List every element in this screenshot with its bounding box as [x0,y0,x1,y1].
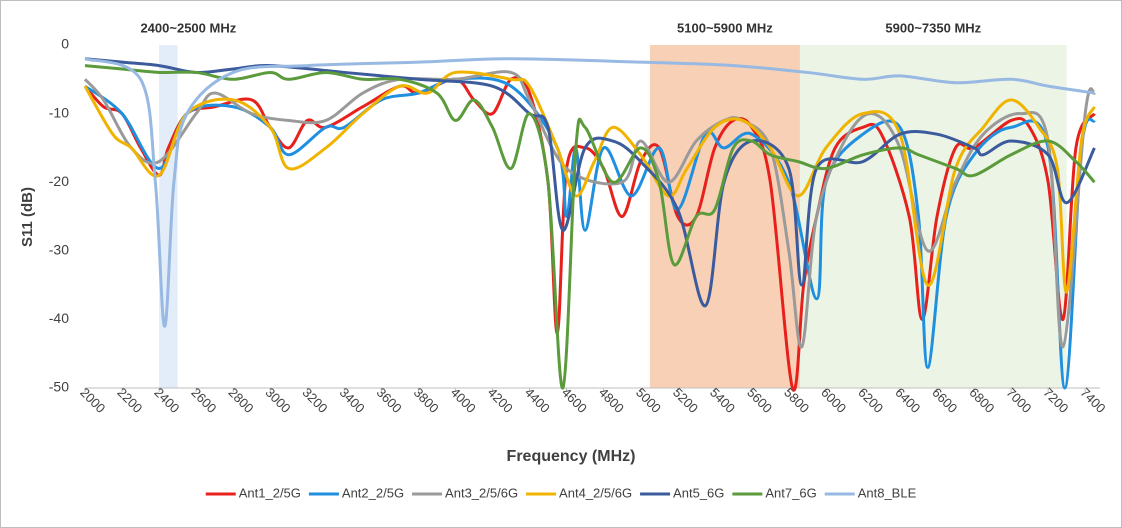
y-tick-label: -10 [49,104,69,120]
legend-item: Ant3_2/5/6G [412,485,518,500]
legend-label: Ant5_6G [673,485,724,500]
band-region [649,45,800,388]
legend-item: Ant1_2/5G [205,485,301,500]
y-tick-label: -50 [49,379,69,395]
y-tick-label: -30 [49,242,69,258]
y-tick-label: 0 [61,36,69,52]
legend-item: Ant4_2/5/6G [526,485,632,500]
legend-item: Ant8_BLE [824,485,917,500]
legend-label: Ant7_6G [765,485,816,500]
legend-label: Ant2_2/5G [342,485,404,500]
x-axis-label: Frequency (MHz) [507,448,636,465]
legend-item: Ant7_6G [732,485,817,500]
series-line [83,70,1096,294]
y-axis-label: S11 (dB) [19,187,36,247]
band-label: 5900~7350 MHz [885,20,981,35]
band-label: 5100~5900 MHz [677,20,773,35]
band-label: 2400~2500 MHz [140,20,236,35]
series-line [84,57,1095,328]
y-tick-label: -40 [49,310,69,326]
band-region [159,45,178,388]
series-line [84,64,1096,390]
legend-item: Ant5_6G [640,485,724,500]
legend-label: Ant8_BLE [858,485,917,500]
legend-item: Ant2_2/5G [308,485,404,500]
legend-label: Ant1_2/5G [239,485,301,500]
y-tick-label: -20 [49,173,69,189]
legend-label: Ant4_2/5/6G [559,485,632,500]
legend-label: Ant3_2/5/6G [445,485,518,500]
